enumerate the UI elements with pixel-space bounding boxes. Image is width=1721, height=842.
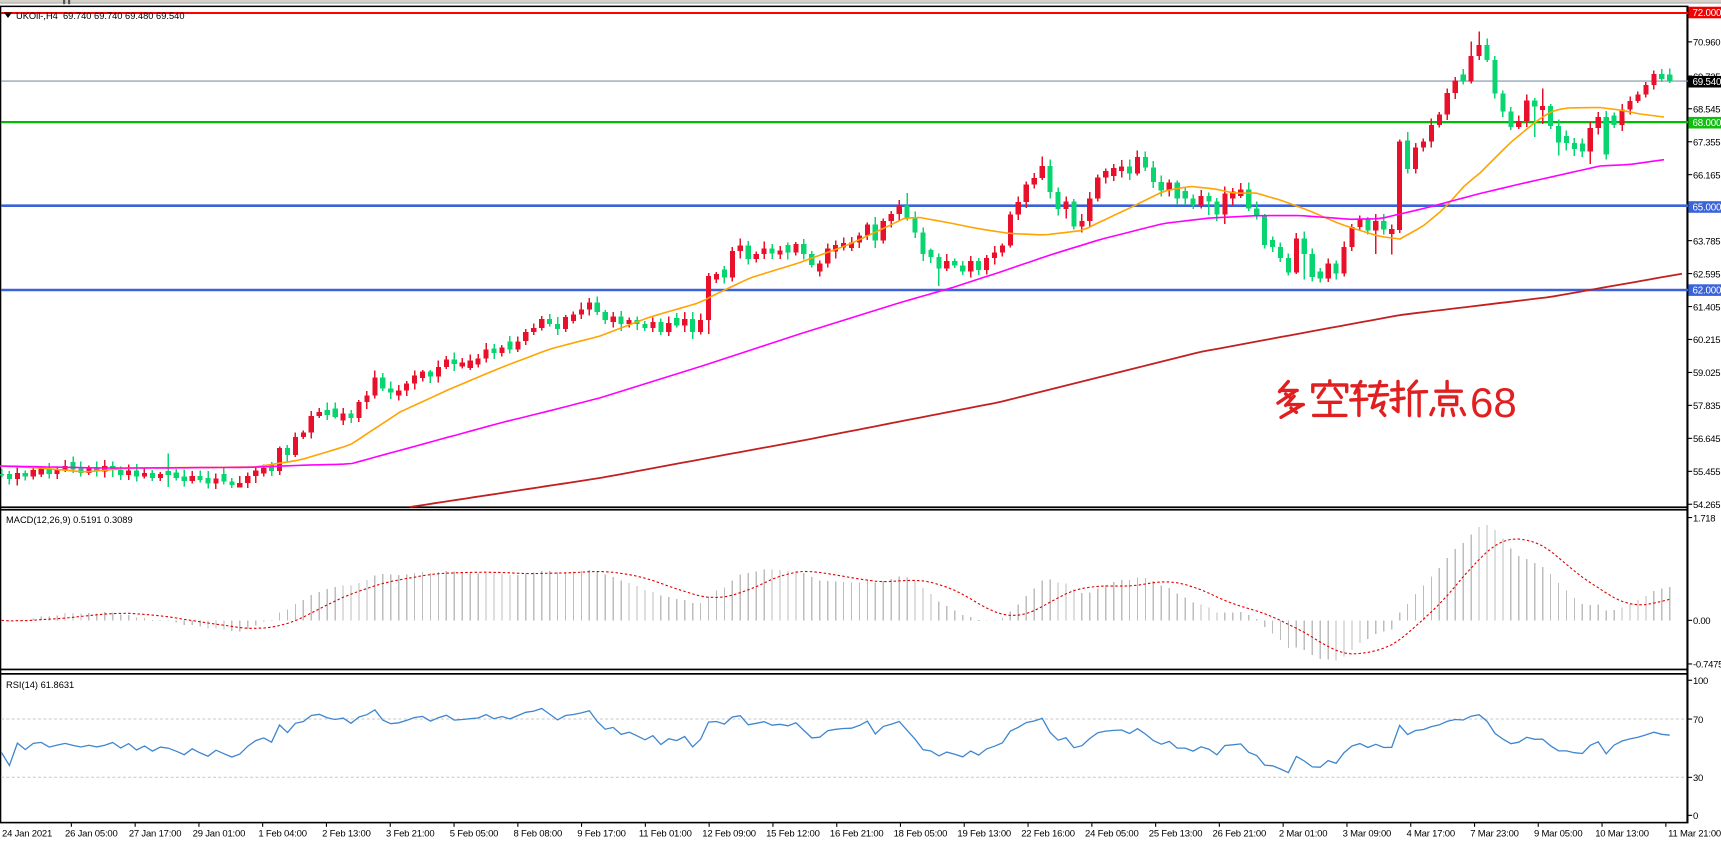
svg-text:2 Mar 01:00: 2 Mar 01:00	[1279, 829, 1328, 840]
svg-text:9 Feb 17:00: 9 Feb 17:00	[577, 829, 626, 840]
svg-text:MACD(12,26,9) 0.5191 0.3089: MACD(12,26,9) 0.5191 0.3089	[6, 515, 133, 525]
svg-text:67.355: 67.355	[1693, 138, 1720, 149]
svg-text:62.000: 62.000	[1693, 286, 1721, 297]
svg-text:9 Mar 05:00: 9 Mar 05:00	[1534, 829, 1583, 840]
svg-text:3 Feb 21:00: 3 Feb 21:00	[386, 829, 435, 840]
svg-text:68.000: 68.000	[1693, 118, 1721, 129]
svg-text:61.405: 61.405	[1693, 302, 1720, 313]
svg-text:56.645: 56.645	[1693, 434, 1720, 445]
svg-text:57.835: 57.835	[1693, 401, 1720, 412]
svg-text:25 Feb 13:00: 25 Feb 13:00	[1149, 829, 1203, 840]
svg-text:69.540: 69.540	[1693, 77, 1721, 88]
svg-text:30: 30	[1693, 773, 1703, 784]
svg-text:60.215: 60.215	[1693, 335, 1720, 346]
svg-text:18 Feb 05:00: 18 Feb 05:00	[894, 829, 948, 840]
svg-text:1.718: 1.718	[1693, 513, 1715, 524]
svg-text:0: 0	[1693, 811, 1698, 822]
svg-text:24 Jan 2021: 24 Jan 2021	[2, 829, 52, 840]
svg-text:1 Feb 04:00: 1 Feb 04:00	[258, 829, 307, 840]
svg-text:29 Jan 01:00: 29 Jan 01:00	[193, 829, 246, 840]
svg-text:65.000: 65.000	[1693, 203, 1721, 214]
svg-text:72.000: 72.000	[1693, 8, 1721, 19]
svg-text:8 Feb 08:00: 8 Feb 08:00	[514, 829, 563, 840]
svg-text:5 Feb 05:00: 5 Feb 05:00	[450, 829, 499, 840]
svg-text:16 Feb 21:00: 16 Feb 21:00	[830, 829, 884, 840]
svg-text:4 Mar 17:00: 4 Mar 17:00	[1406, 829, 1455, 840]
svg-text:68.545: 68.545	[1693, 105, 1720, 116]
svg-text:26 Jan 05:00: 26 Jan 05:00	[65, 829, 118, 840]
svg-text:-0.7475: -0.7475	[1693, 660, 1721, 671]
svg-text:3 Mar 09:00: 3 Mar 09:00	[1343, 829, 1392, 840]
svg-text:54.265: 54.265	[1693, 500, 1720, 511]
svg-text:UKOil-,H4 69.740 69.740 69.48: UKOil-,H4 69.740 69.740 69.480 69.540	[16, 11, 185, 21]
svg-text:27 Jan 17:00: 27 Jan 17:00	[129, 829, 182, 840]
svg-text:68: 68	[1470, 379, 1517, 426]
svg-text:11 Feb 01:00: 11 Feb 01:00	[639, 829, 692, 840]
svg-text:0.00: 0.00	[1693, 616, 1710, 627]
svg-text:70.960: 70.960	[1693, 38, 1720, 49]
svg-text:62.595: 62.595	[1693, 269, 1720, 280]
svg-text:22 Feb 16:00: 22 Feb 16:00	[1021, 829, 1075, 840]
svg-text:26 Feb 21:00: 26 Feb 21:00	[1213, 829, 1267, 840]
svg-text:100: 100	[1693, 676, 1708, 687]
svg-text:11 Mar 21:00: 11 Mar 21:00	[1668, 829, 1721, 840]
svg-text:55.455: 55.455	[1693, 467, 1720, 478]
svg-text:15 Feb 12:00: 15 Feb 12:00	[766, 829, 820, 840]
svg-text:24 Feb 05:00: 24 Feb 05:00	[1085, 829, 1139, 840]
svg-text:70: 70	[1693, 715, 1703, 726]
svg-text:63.785: 63.785	[1693, 236, 1720, 247]
svg-text:59.025: 59.025	[1693, 368, 1720, 379]
svg-text:66.165: 66.165	[1693, 170, 1720, 181]
svg-text:RSI(14) 61.8631: RSI(14) 61.8631	[6, 680, 74, 690]
svg-text:10 Mar 13:00: 10 Mar 13:00	[1595, 829, 1649, 840]
svg-text:2 Feb 13:00: 2 Feb 13:00	[322, 829, 371, 840]
svg-text:19 Feb 13:00: 19 Feb 13:00	[957, 829, 1011, 840]
svg-text:7 Mar 23:00: 7 Mar 23:00	[1470, 829, 1519, 840]
svg-text:12 Feb 09:00: 12 Feb 09:00	[702, 829, 756, 840]
